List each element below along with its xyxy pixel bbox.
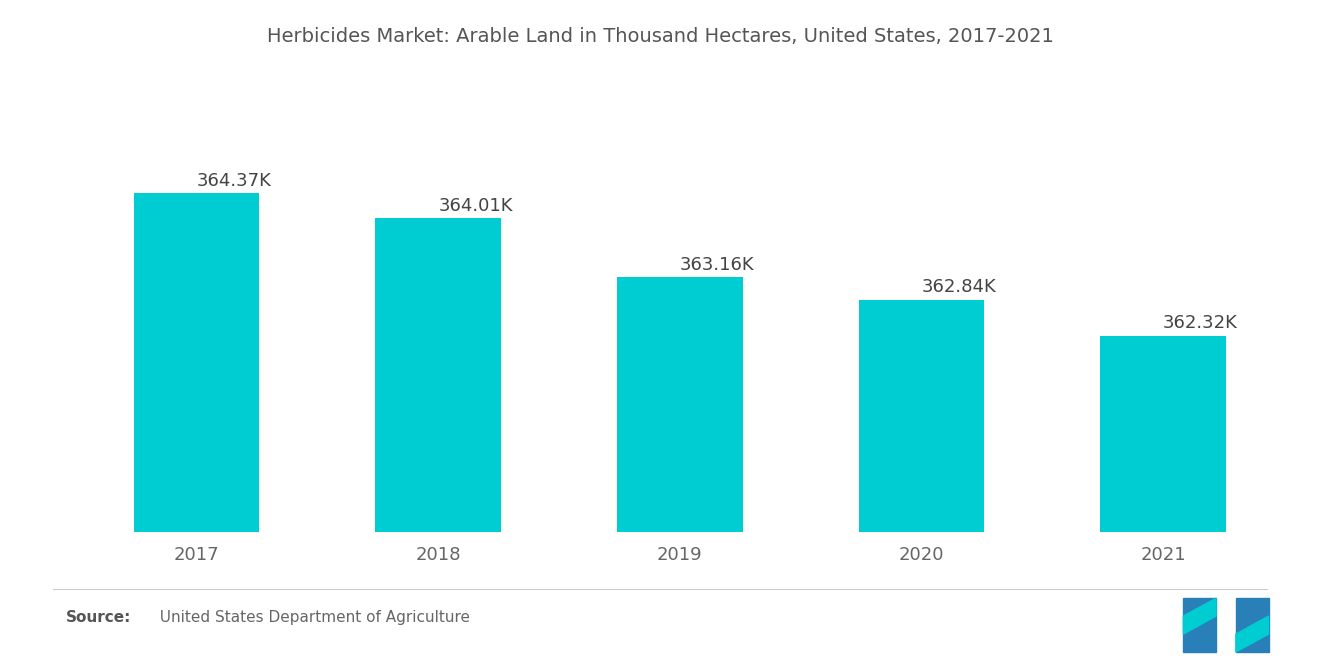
Bar (858, 300, 985, 532)
Text: 363.16K: 363.16K (680, 256, 755, 274)
Bar (616, 277, 743, 532)
Bar (133, 194, 260, 532)
Text: Source:: Source: (66, 610, 132, 625)
Text: 362.32K: 362.32K (1163, 315, 1238, 332)
Text: Herbicides Market: Arable Land in Thousand Hectares, United States, 2017-2021: Herbicides Market: Arable Land in Thousa… (267, 27, 1053, 46)
Polygon shape (1184, 598, 1216, 634)
Bar (1100, 336, 1226, 532)
Polygon shape (1184, 598, 1216, 652)
Text: United States Department of Agriculture: United States Department of Agriculture (150, 610, 470, 625)
Text: 362.84K: 362.84K (921, 278, 997, 296)
Bar (375, 218, 502, 532)
Polygon shape (1236, 598, 1269, 652)
Polygon shape (1236, 616, 1269, 652)
Text: 364.01K: 364.01K (438, 197, 512, 215)
Text: 364.37K: 364.37K (197, 172, 272, 190)
